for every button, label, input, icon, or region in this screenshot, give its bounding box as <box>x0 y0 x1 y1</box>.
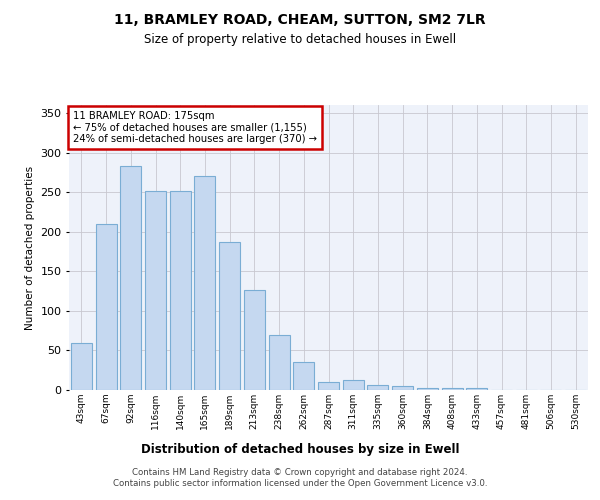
Text: 11 BRAMLEY ROAD: 175sqm
← 75% of detached houses are smaller (1,155)
24% of semi: 11 BRAMLEY ROAD: 175sqm ← 75% of detache… <box>73 110 317 144</box>
Bar <box>120 166 141 390</box>
Bar <box>417 388 438 390</box>
Bar <box>244 290 265 390</box>
Y-axis label: Number of detached properties: Number of detached properties <box>25 166 35 330</box>
Bar <box>318 382 339 390</box>
Bar <box>219 242 240 390</box>
Text: Distribution of detached houses by size in Ewell: Distribution of detached houses by size … <box>141 442 459 456</box>
Bar <box>466 388 487 390</box>
Text: Contains HM Land Registry data © Crown copyright and database right 2024.
Contai: Contains HM Land Registry data © Crown c… <box>113 468 487 487</box>
Bar <box>194 176 215 390</box>
Bar <box>269 336 290 390</box>
Bar <box>343 380 364 390</box>
Bar <box>145 190 166 390</box>
Text: 11, BRAMLEY ROAD, CHEAM, SUTTON, SM2 7LR: 11, BRAMLEY ROAD, CHEAM, SUTTON, SM2 7LR <box>114 12 486 26</box>
Bar <box>442 388 463 390</box>
Bar <box>170 190 191 390</box>
Bar <box>392 386 413 390</box>
Bar <box>95 224 116 390</box>
Bar <box>293 362 314 390</box>
Bar <box>367 385 388 390</box>
Text: Size of property relative to detached houses in Ewell: Size of property relative to detached ho… <box>144 32 456 46</box>
Bar <box>71 342 92 390</box>
